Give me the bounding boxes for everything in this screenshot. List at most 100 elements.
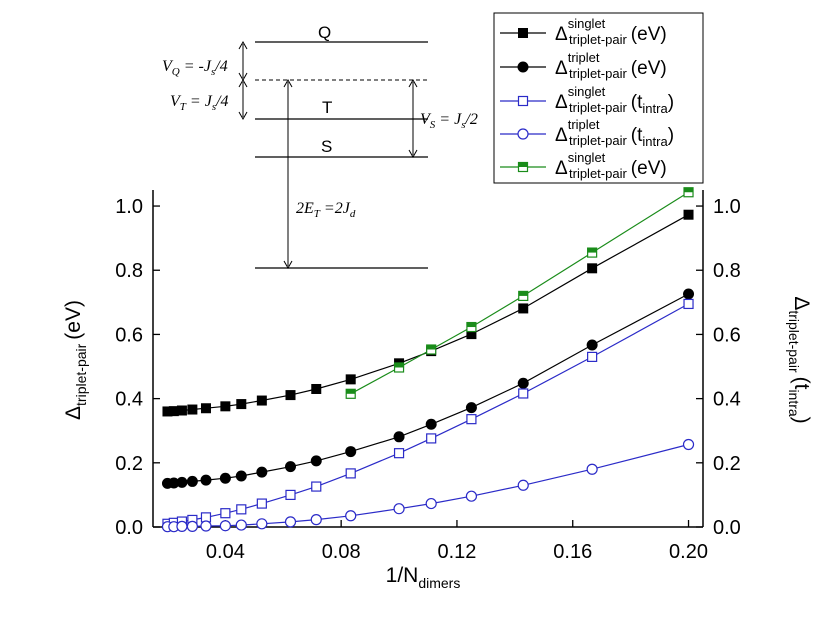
data-point-singlet-eV — [285, 390, 296, 401]
data-point-singlet-eV — [220, 401, 231, 412]
legend: Δsinglet triplet-pair (eV)Δtriplet triplet-… — [493, 12, 704, 184]
vs-formula: VS = Js/2 — [420, 111, 478, 131]
data-point-triplet-tintra — [586, 463, 598, 475]
data-point-triplet-eV — [393, 431, 405, 443]
data-point-singlet-tintra — [466, 414, 477, 425]
vt-formula: VT = Js/4 — [170, 93, 229, 113]
data-point-singlet-eV — [236, 399, 247, 410]
data-point-singlet-eV-green — [393, 362, 405, 373]
data-point-triplet-eV — [200, 474, 212, 486]
data-point-singlet-eV — [311, 383, 322, 394]
data-point-triplet-eV — [425, 418, 437, 430]
legend-marker-singlet-eV — [518, 28, 528, 38]
series-line-singlet-tintra — [167, 303, 689, 525]
ticks: 0.04 0.08 0.12 0.16 0.200.0 0.00.2 0.20.4 0.40.… — [115, 196, 741, 563]
data-point-singlet-tintra — [285, 489, 296, 501]
data-point-singlet-eV — [256, 395, 267, 406]
legend-item-singlet-eV-green: Δsinglet triplet-pair (eV) — [500, 150, 667, 181]
legend-items: Δsinglet triplet-pair (eV)Δtriplet triplet-… — [500, 16, 674, 181]
data-point-singlet-tintra — [220, 508, 231, 519]
data-point-singlet-tintra — [393, 448, 405, 459]
data-point-singlet-tintra — [426, 433, 437, 444]
data-point-triplet-tintra — [393, 503, 405, 515]
legend-marker-triplet-tintra — [517, 128, 529, 140]
right-y-tick-label: 0.6 — [713, 324, 741, 346]
left-y-axis-label: Δtriplet-pair(eV) — [62, 300, 89, 420]
data-point-singlet-tintra — [518, 388, 529, 399]
left-y-tick-label: 1.0 — [115, 196, 143, 218]
data-point-triplet-tintra — [517, 479, 529, 491]
legend-label-singlet-eV: Δsinglet triplet-pair (eV) — [555, 16, 667, 47]
et-formula: 2ET =2Jd — [296, 200, 356, 220]
data-point-triplet-eV — [235, 470, 247, 482]
data-point-triplet-eV — [345, 446, 357, 458]
left-y-tick-label: 0.4 — [115, 389, 143, 411]
data-point-triplet-eV — [465, 402, 477, 414]
data-point-triplet-eV — [517, 377, 529, 389]
legend-item-singlet-tintra: Δsinglet triplet-pair (tintra) — [500, 84, 674, 116]
data-point-singlet-eV-green — [683, 187, 694, 198]
data-point-singlet-eV-green — [466, 321, 477, 333]
et-arrow — [283, 78, 293, 270]
right-y-tick-label: 0.2 — [713, 453, 741, 475]
data-point-triplet-eV — [219, 472, 231, 484]
level-q-label: Q — [318, 23, 331, 42]
data-point-singlet-eV — [187, 404, 198, 415]
series-line-singlet-eV — [167, 214, 689, 413]
x-tick-label: 0.12 — [437, 541, 476, 563]
left-y-tick-label: 0.8 — [115, 260, 143, 282]
data-point-singlet-eV-green — [518, 290, 529, 302]
legend-marker-singlet-tintra — [517, 95, 529, 107]
data-point-triplet-tintra — [219, 520, 231, 532]
left-y-tick-label: 0.0 — [115, 517, 143, 539]
data-point-triplet-eV — [176, 476, 188, 488]
data-point-singlet-tintra — [683, 298, 694, 310]
data-point-triplet-eV — [683, 288, 695, 300]
vq-formula: VQ = -Js/4 — [162, 58, 228, 78]
data-point-triplet-eV — [168, 477, 180, 489]
data-point-triplet-tintra — [345, 510, 357, 522]
right-y-tick-label: 0.0 — [713, 517, 741, 539]
x-tick-label: 0.16 — [553, 541, 592, 563]
data-point-singlet-eV — [176, 405, 187, 416]
data-point-triplet-tintra — [186, 520, 198, 532]
data-point-triplet-eV — [586, 339, 598, 351]
data-point-singlet-eV — [168, 406, 179, 417]
legend-box — [493, 12, 704, 184]
legend-marker-triplet-eV — [517, 61, 529, 73]
data-point-singlet-tintra — [311, 481, 322, 492]
x-tick-label: 0.08 — [322, 541, 361, 563]
series-line-triplet-eV — [167, 293, 689, 484]
legend-item-triplet-tintra: Δtriplet triplet-pair (tintra) — [500, 117, 674, 149]
level-t-label: T — [322, 98, 332, 117]
data-point-triplet-eV — [256, 466, 268, 478]
legend-item-singlet-eV: Δsinglet triplet-pair (eV) — [500, 16, 667, 47]
right-y-tick-label: 0.4 — [713, 389, 741, 411]
left-y-tick-label: 0.6 — [115, 324, 143, 346]
data-point-singlet-tintra — [236, 504, 247, 515]
energy-level-inset: Q T S VQ = -Js/4 VT — [162, 23, 478, 270]
data-point-singlet-eV-green — [587, 247, 598, 258]
legend-marker-singlet-eV-green — [517, 161, 529, 173]
legend-label-triplet-tintra: Δtriplet triplet-pair (tintra) — [555, 117, 674, 149]
data-point-singlet-eV — [518, 303, 529, 314]
data-point-singlet-eV-green — [426, 344, 437, 355]
left-y-tick-label: 0.2 — [115, 453, 143, 475]
data-point-triplet-tintra — [682, 438, 695, 451]
right-y-axis-label: Δtriplet-pair(tintra) — [786, 296, 813, 423]
data-point-triplet-tintra — [200, 520, 212, 532]
x-tick-label: 0.20 — [669, 541, 708, 563]
vq-arrow — [238, 40, 248, 82]
data-point-singlet-eV — [466, 329, 477, 340]
vs-arrow — [408, 78, 418, 159]
data-point-triplet-tintra — [465, 490, 478, 502]
data-point-singlet-eV — [683, 209, 694, 220]
data-point-singlet-eV — [587, 263, 598, 274]
data-point-singlet-tintra — [345, 468, 356, 479]
data-point-singlet-eV — [200, 403, 211, 414]
data-point-singlet-tintra — [256, 498, 267, 509]
right-y-tick-label: 1.0 — [713, 196, 741, 218]
x-tick-label: 0.04 — [206, 541, 245, 563]
data-point-singlet-eV — [345, 374, 356, 385]
